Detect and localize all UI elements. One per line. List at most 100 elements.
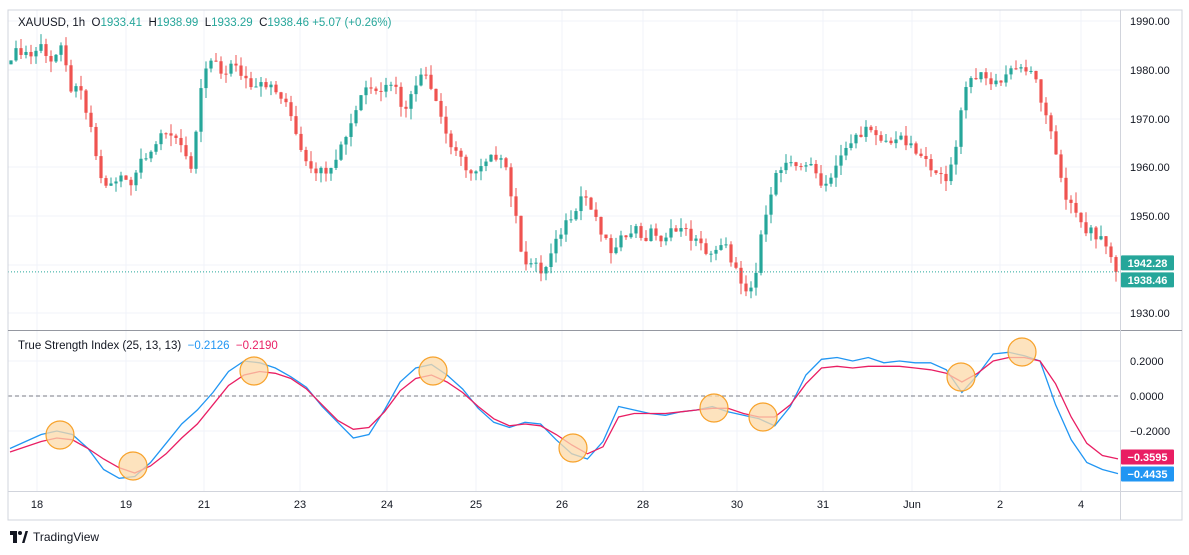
candle-body xyxy=(1109,246,1113,258)
candle-body xyxy=(509,167,513,197)
price-tick-label: 1970.00 xyxy=(1130,114,1170,126)
candle-body xyxy=(959,110,963,147)
open-label: O xyxy=(91,17,101,29)
candle xyxy=(829,173,833,187)
symbol-name[interactable]: XAUUSD xyxy=(18,17,66,29)
candle-body xyxy=(199,88,203,132)
time-tick-label: 25 xyxy=(470,499,482,511)
candle-body xyxy=(804,165,808,167)
candle-body xyxy=(624,235,628,238)
candle-body xyxy=(629,233,633,238)
candle-body xyxy=(279,92,283,99)
candle-body xyxy=(129,179,133,186)
candle xyxy=(274,80,278,95)
candle xyxy=(154,141,158,155)
candle-body xyxy=(1034,70,1038,80)
candle-body xyxy=(289,102,293,117)
candle-body xyxy=(239,65,243,76)
time-tick-label: 19 xyxy=(120,499,132,511)
candle-body xyxy=(999,80,1003,83)
candle-body xyxy=(244,75,248,79)
candle xyxy=(184,136,188,160)
candle-body xyxy=(539,262,543,274)
candle-body xyxy=(269,84,273,88)
candle xyxy=(669,219,673,242)
candle xyxy=(659,235,663,248)
candle xyxy=(1059,149,1063,183)
tsi-grid xyxy=(8,331,1120,491)
candle xyxy=(139,148,143,179)
timeframe[interactable]: 1h xyxy=(72,17,86,29)
tradingview-brand[interactable]: TradingView xyxy=(10,530,99,544)
candle xyxy=(264,78,268,90)
candle-body xyxy=(54,54,58,62)
candle xyxy=(259,76,263,97)
candle xyxy=(119,171,123,188)
candle xyxy=(564,213,568,242)
candle-body xyxy=(94,126,98,157)
candle xyxy=(399,82,403,117)
candle xyxy=(54,53,58,63)
indicator-name[interactable]: True Strength Index (25, 13, 13) xyxy=(18,340,182,352)
candle-body xyxy=(464,156,468,171)
candle-body xyxy=(574,211,578,220)
candle-body xyxy=(439,100,443,117)
candle xyxy=(559,228,563,247)
candle xyxy=(514,187,518,224)
candle xyxy=(904,125,908,151)
candle-body xyxy=(654,228,658,236)
candle xyxy=(389,81,393,92)
candle-body xyxy=(44,44,48,56)
candle xyxy=(209,58,213,73)
candle-body xyxy=(719,245,723,250)
candle-body xyxy=(249,78,253,88)
candle-body xyxy=(779,170,783,173)
candle-body xyxy=(1069,199,1073,203)
candle xyxy=(324,161,328,182)
candle-body xyxy=(819,173,823,186)
crossover-highlight xyxy=(946,362,976,392)
crossover-highlight xyxy=(1007,337,1037,367)
candle xyxy=(424,66,428,80)
candle-body xyxy=(1024,67,1028,72)
price-tick-label: 1990.00 xyxy=(1130,16,1170,28)
candle-body xyxy=(669,228,673,238)
candle-body xyxy=(24,51,28,55)
candle xyxy=(784,154,788,175)
candle-body xyxy=(849,143,853,148)
candle xyxy=(1069,195,1073,214)
candle-body xyxy=(154,144,158,152)
candle-body xyxy=(1079,212,1083,223)
candle xyxy=(339,141,343,161)
candle-body xyxy=(794,162,798,167)
candle-body xyxy=(334,159,338,168)
time-tick-label: 21 xyxy=(198,499,210,511)
candle xyxy=(749,281,753,299)
candle-body xyxy=(99,156,103,179)
candle xyxy=(894,131,898,149)
candle-body xyxy=(769,194,773,215)
candle xyxy=(109,177,113,186)
candle xyxy=(599,216,603,242)
price-tick-label: 1960.00 xyxy=(1130,162,1170,174)
candle-body xyxy=(599,216,603,235)
candle xyxy=(404,100,408,118)
candle xyxy=(344,135,348,155)
candle-body xyxy=(499,158,503,160)
time-tick-label: 28 xyxy=(637,499,649,511)
candle-body xyxy=(609,238,613,254)
candle xyxy=(89,105,93,133)
candle-body xyxy=(704,243,708,254)
candle-body xyxy=(144,158,148,160)
candle xyxy=(484,158,488,172)
candle-body xyxy=(834,165,838,178)
candle xyxy=(149,150,153,163)
candle xyxy=(589,196,593,210)
candle xyxy=(379,82,383,102)
candle-body xyxy=(709,253,713,255)
candle xyxy=(889,137,893,145)
open-value: 1933.41 xyxy=(100,17,143,29)
candle-body xyxy=(454,147,458,151)
candle xyxy=(134,170,138,192)
